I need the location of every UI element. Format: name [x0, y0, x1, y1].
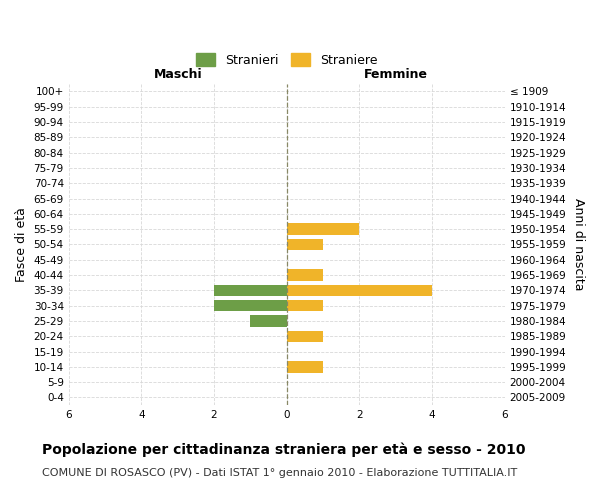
Bar: [287, 238, 323, 250]
Y-axis label: Anni di nascita: Anni di nascita: [572, 198, 585, 290]
Bar: [287, 284, 432, 296]
Text: Popolazione per cittadinanza straniera per età e sesso - 2010: Popolazione per cittadinanza straniera p…: [42, 442, 526, 457]
Bar: [287, 361, 323, 372]
Bar: [287, 224, 359, 235]
Bar: [214, 300, 287, 312]
Legend: Stranieri, Straniere: Stranieri, Straniere: [191, 48, 382, 72]
Text: COMUNE DI ROSASCO (PV) - Dati ISTAT 1° gennaio 2010 - Elaborazione TUTTITALIA.IT: COMUNE DI ROSASCO (PV) - Dati ISTAT 1° g…: [42, 468, 517, 477]
Bar: [287, 330, 323, 342]
Bar: [287, 300, 323, 312]
Text: Femmine: Femmine: [364, 68, 428, 80]
Bar: [214, 284, 287, 296]
Y-axis label: Fasce di età: Fasce di età: [15, 207, 28, 282]
Text: Maschi: Maschi: [154, 68, 202, 80]
Bar: [250, 315, 287, 326]
Bar: [287, 270, 323, 281]
